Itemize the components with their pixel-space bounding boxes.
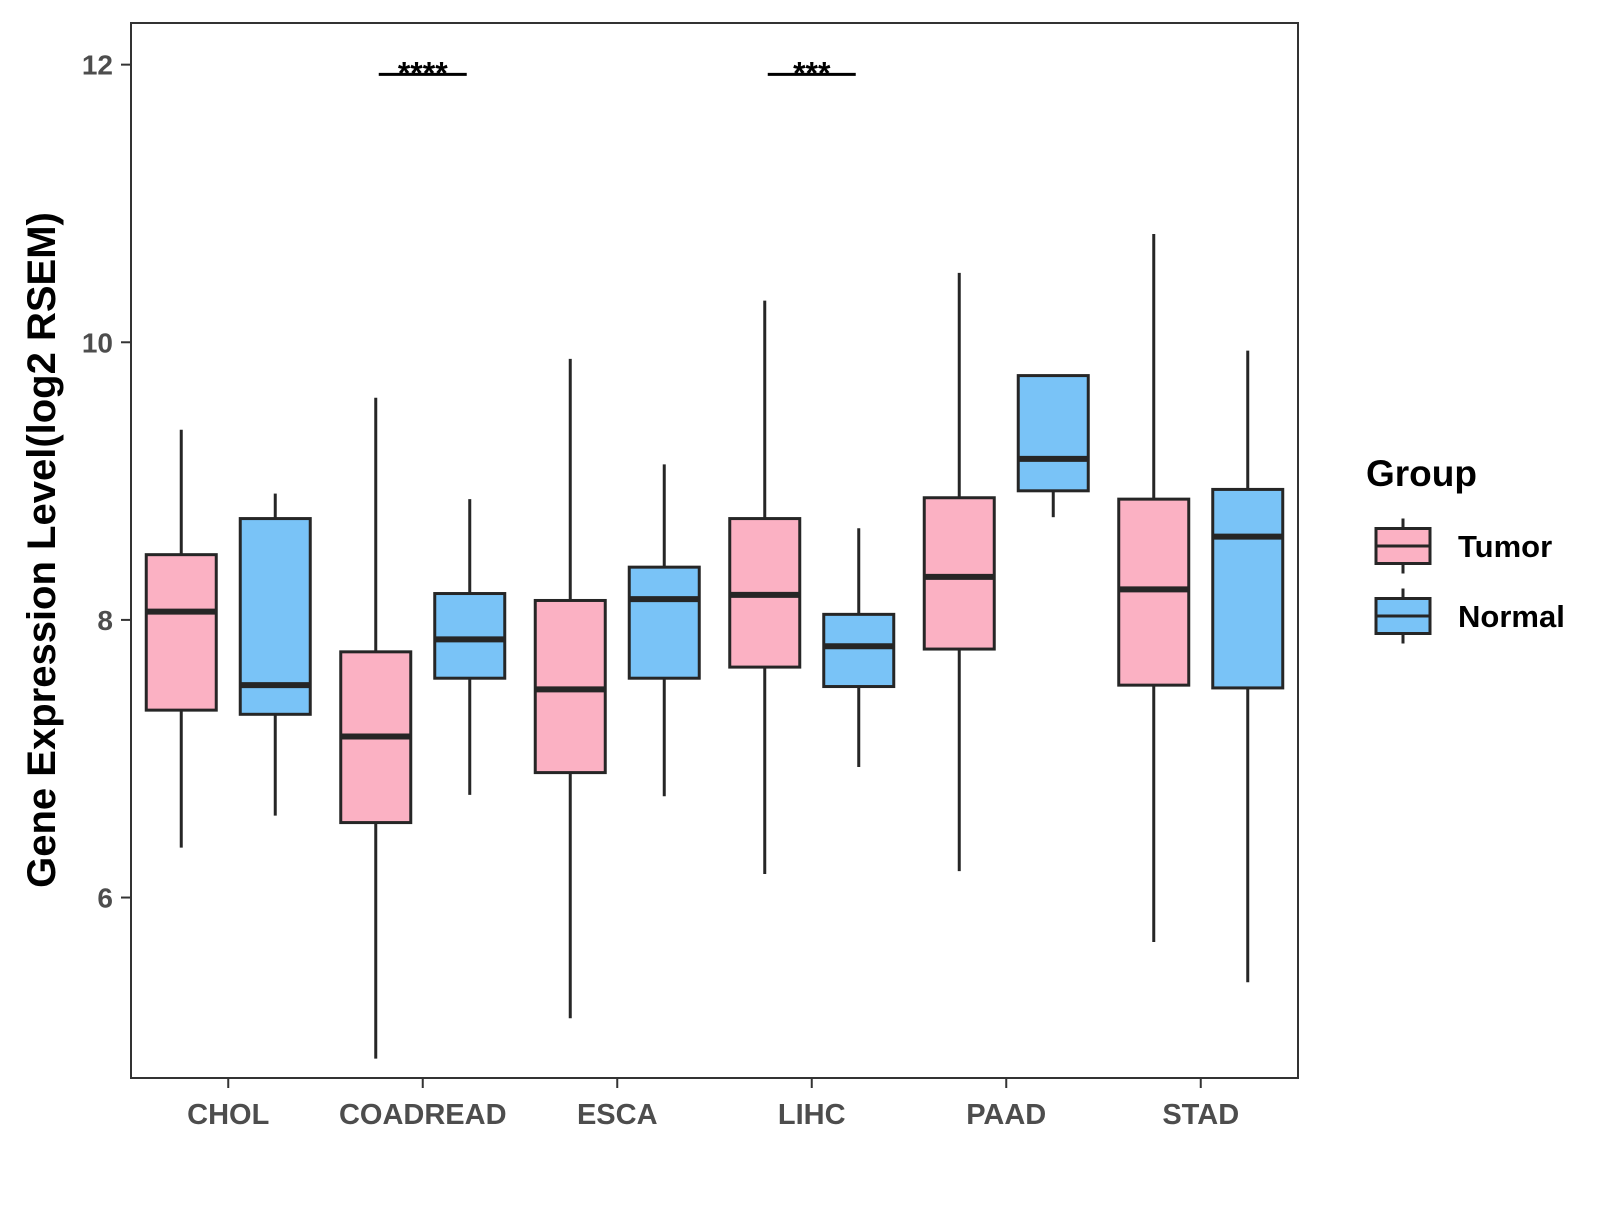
significance-label-coadread: **** <box>398 55 448 91</box>
legend-label-normal: Normal <box>1458 599 1565 634</box>
box-tumor-coadread <box>339 397 413 1059</box>
box-tumor-lihc <box>728 300 802 874</box>
legend-title: Group <box>1366 453 1477 494</box>
box-normal-lihc <box>822 528 896 768</box>
box-body-normal-chol <box>238 517 312 716</box>
legend-label-tumor: Tumor <box>1458 529 1552 564</box>
x-tick-label-esca: ESCA <box>577 1099 658 1131</box>
box-normal-esca <box>627 464 701 797</box>
box-body-tumor-paad <box>922 496 996 651</box>
annotations-layer: **** *** <box>378 55 856 91</box>
box-body-normal-lihc <box>822 612 896 689</box>
y-tick-label: 10 <box>82 327 113 358</box>
axes-layer: 6 8 10 12 CHOL COADREAD ESCA LIHC PAAD STAD <box>82 50 1239 1131</box>
box-normal-coadread <box>433 499 507 795</box>
x-tick-label-coadread: COADREAD <box>339 1099 507 1131</box>
box-body-normal-coadread <box>433 592 507 680</box>
box-body-normal-paad <box>1016 374 1090 493</box>
box-tumor-paad <box>922 272 996 872</box>
box-body-normal-stad <box>1211 487 1285 690</box>
y-tick-label: 6 <box>97 883 113 914</box>
box-tumor-esca <box>533 358 607 1019</box>
legend: Group Tumor Normal <box>1366 453 1565 644</box>
boxes-layer <box>144 234 1285 1059</box>
legend-item-normal: Normal <box>1374 588 1565 644</box>
plot-panel <box>130 22 1299 1079</box>
y-tick-label: 12 <box>82 50 113 81</box>
x-tick-label-stad: STAD <box>1162 1099 1239 1131</box>
x-tick-label-paad: PAAD <box>966 1099 1046 1131</box>
significance-label-lihc: *** <box>793 55 831 91</box>
x-tick-label-chol: CHOL <box>187 1099 269 1131</box>
box-tumor-chol <box>144 429 218 848</box>
box-normal-paad <box>1016 374 1090 518</box>
box-body-tumor-chol <box>144 553 218 712</box>
y-tick-label: 8 <box>97 605 113 636</box>
y-axis-title: Gene Expression Level(log2 RSEM) <box>20 212 64 888</box>
box-body-normal-esca <box>627 565 701 680</box>
x-tick-label-lihc: LIHC <box>778 1099 846 1131</box>
legend-item-tumor: Tumor <box>1374 518 1552 574</box>
box-normal-stad <box>1211 350 1285 983</box>
box-tumor-stad <box>1117 234 1191 942</box>
box-normal-chol <box>238 493 312 816</box>
